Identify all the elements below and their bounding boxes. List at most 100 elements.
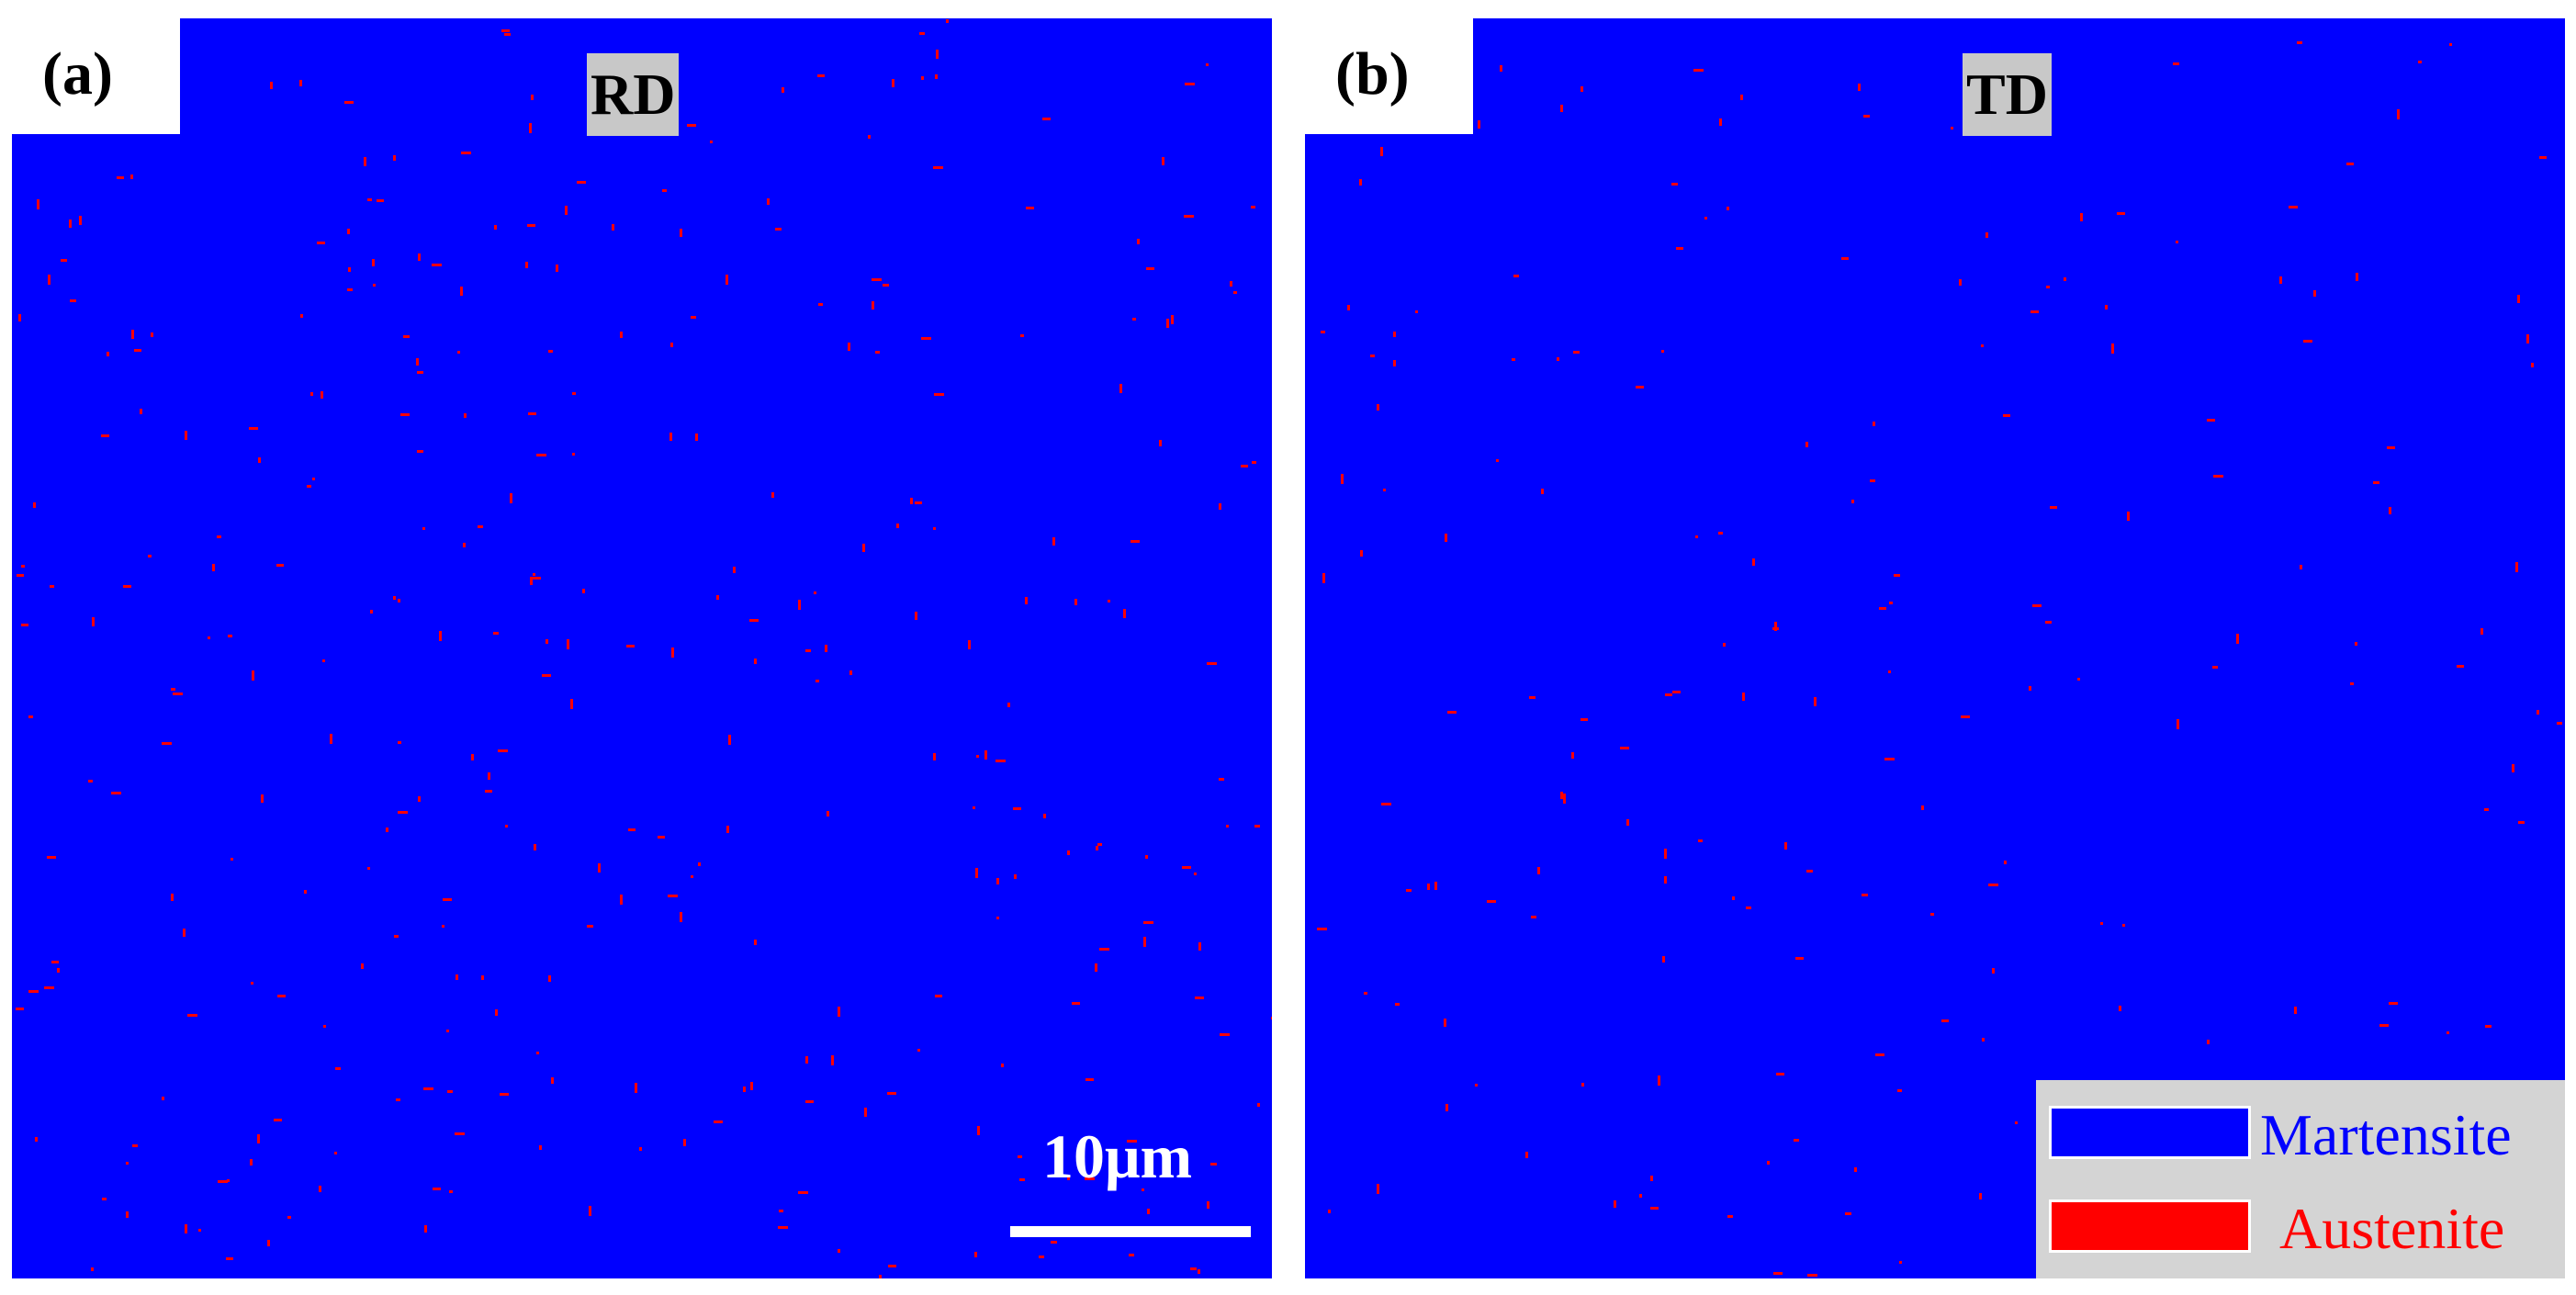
austenite-speck bbox=[449, 1190, 453, 1193]
austenite-speck bbox=[1359, 179, 1362, 186]
austenite-speck bbox=[1328, 1210, 1331, 1213]
austenite-speck bbox=[539, 1145, 542, 1150]
austenite-speck bbox=[1959, 279, 1962, 286]
austenite-speck bbox=[1806, 870, 1813, 873]
austenite-speck bbox=[47, 856, 56, 859]
austenite-speck bbox=[1370, 355, 1375, 357]
direction-tag-rd: RD bbox=[587, 53, 680, 136]
austenite-speck bbox=[1512, 358, 1515, 361]
austenite-speck bbox=[1042, 118, 1051, 120]
austenite-speck bbox=[493, 632, 499, 635]
austenite-speck bbox=[1226, 825, 1229, 828]
austenite-speck bbox=[1381, 803, 1391, 805]
austenite-speck bbox=[1198, 942, 1201, 951]
austenite-speck bbox=[1427, 884, 1430, 890]
austenite-speck bbox=[2080, 213, 2083, 221]
austenite-speck bbox=[69, 220, 72, 228]
austenite-speck bbox=[888, 1265, 896, 1267]
austenite-speck bbox=[187, 1014, 197, 1017]
austenite-speck bbox=[227, 1179, 230, 1182]
austenite-speck bbox=[261, 794, 264, 803]
austenite-speck bbox=[620, 895, 623, 905]
austenite-speck bbox=[1557, 357, 1559, 361]
austenite-speck bbox=[805, 1056, 808, 1064]
austenite-speck bbox=[1043, 814, 1046, 818]
austenite-speck bbox=[935, 74, 938, 79]
austenite-speck bbox=[883, 284, 889, 287]
austenite-speck bbox=[1626, 819, 1629, 826]
austenite-speck bbox=[2173, 62, 2179, 65]
austenite-speck bbox=[879, 1275, 882, 1278]
austenite-speck bbox=[1026, 207, 1034, 209]
austenite-speck bbox=[892, 79, 894, 87]
austenite-speck bbox=[1132, 318, 1136, 321]
austenite-speck bbox=[2449, 43, 2452, 46]
austenite-speck bbox=[183, 929, 186, 937]
austenite-speck bbox=[18, 314, 21, 321]
austenite-speck bbox=[1636, 386, 1644, 388]
austenite-speck bbox=[500, 1093, 509, 1096]
austenite-speck bbox=[1447, 711, 1457, 714]
austenite-speck bbox=[984, 750, 987, 760]
austenite-speck bbox=[1241, 465, 1248, 467]
austenite-speck bbox=[1718, 532, 1723, 535]
austenite-speck bbox=[1851, 500, 1854, 503]
austenite-speck bbox=[322, 659, 325, 662]
austenite-speck bbox=[394, 935, 399, 938]
austenite-speck bbox=[671, 648, 674, 658]
austenite-speck bbox=[2539, 156, 2547, 159]
austenite-speck bbox=[1074, 599, 1077, 605]
austenite-speck bbox=[838, 1007, 840, 1017]
austenite-speck bbox=[107, 352, 109, 356]
austenite-speck bbox=[276, 564, 284, 567]
austenite-speck bbox=[1184, 215, 1194, 218]
austenite-speck bbox=[417, 450, 423, 453]
austenite-speck bbox=[398, 599, 400, 602]
austenite-speck bbox=[257, 1134, 260, 1143]
austenite-speck bbox=[1531, 916, 1536, 918]
austenite-speck bbox=[533, 573, 535, 576]
austenite-speck bbox=[79, 216, 82, 225]
austenite-speck bbox=[2387, 446, 2395, 449]
austenite-speck bbox=[1194, 873, 1197, 875]
austenite-speck bbox=[481, 975, 484, 980]
austenite-speck bbox=[433, 1188, 441, 1190]
austenite-speck bbox=[398, 811, 408, 814]
austenite-speck bbox=[35, 1137, 38, 1142]
austenite-speck bbox=[1322, 573, 1325, 583]
austenite-speck bbox=[668, 895, 678, 897]
austenite-speck bbox=[2457, 665, 2464, 668]
austenite-speck bbox=[1500, 65, 1502, 72]
austenite-speck bbox=[542, 674, 551, 677]
austenite-speck bbox=[198, 1229, 201, 1232]
austenite-speck bbox=[1774, 622, 1777, 631]
austenite-speck bbox=[533, 577, 541, 580]
austenite-speck bbox=[1406, 889, 1412, 892]
austenite-speck bbox=[1257, 1103, 1260, 1107]
austenite-speck bbox=[2100, 922, 2103, 925]
austenite-speck bbox=[396, 1098, 400, 1101]
austenite-speck bbox=[61, 259, 67, 262]
austenite-speck bbox=[1475, 1084, 1478, 1087]
austenite-speck bbox=[2077, 678, 2080, 681]
austenite-speck bbox=[2122, 924, 2125, 927]
austenite-speck bbox=[123, 585, 131, 588]
austenite-speck bbox=[749, 619, 759, 622]
austenite-speck bbox=[443, 898, 452, 901]
austenite-speck bbox=[1271, 1017, 1272, 1019]
legend-swatch-austenite bbox=[2049, 1199, 2251, 1253]
austenite-speck bbox=[505, 825, 508, 828]
austenite-speck bbox=[267, 1240, 270, 1246]
austenite-speck bbox=[1185, 83, 1195, 85]
legend-label-martensite: Martensite bbox=[2260, 1102, 2512, 1167]
austenite-speck bbox=[1067, 1177, 1070, 1180]
austenite-speck bbox=[2176, 241, 2178, 243]
austenite-speck bbox=[2119, 1006, 2121, 1011]
austenite-speck bbox=[400, 413, 410, 416]
austenite-speck bbox=[21, 565, 25, 568]
austenite-speck bbox=[968, 640, 971, 649]
austenite-speck bbox=[825, 645, 827, 652]
austenite-speck bbox=[250, 1159, 253, 1166]
austenite-speck bbox=[662, 189, 667, 192]
austenite-speck bbox=[347, 229, 350, 234]
